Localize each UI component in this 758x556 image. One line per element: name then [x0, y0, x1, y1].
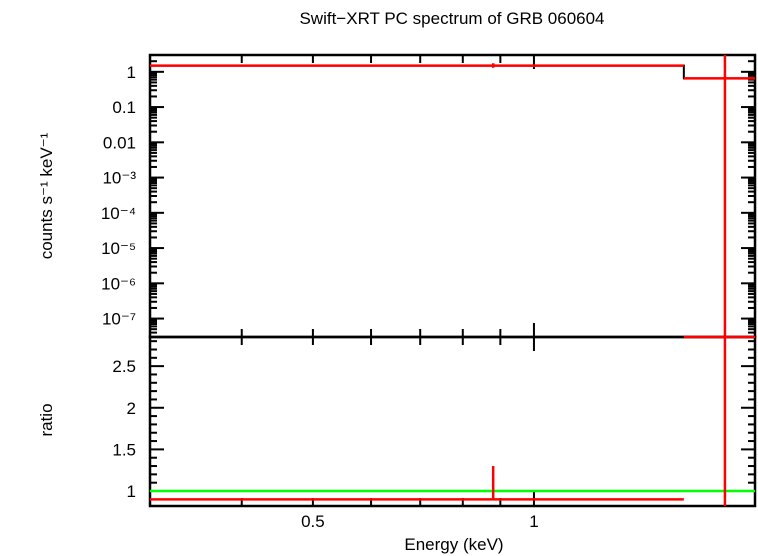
model-step-line	[150, 64, 755, 80]
top-y-tick-label: 10⁻⁴	[101, 204, 136, 223]
top-y-tick-label: 10⁻⁷	[102, 310, 136, 329]
chart-title: Swift−XRT PC spectrum of GRB 060604	[299, 9, 604, 28]
x-tick-label: 0.5	[301, 512, 325, 531]
top-y-tick-label: 0.01	[103, 133, 136, 152]
bottom-y-tick-label: 1	[127, 482, 136, 501]
top-y-tick-label: 1	[127, 63, 136, 82]
top-y-tick-label: 10⁻⁶	[101, 274, 136, 293]
bottom-y-tick-label: 1.5	[112, 440, 136, 459]
top-panel-y-axis-label: counts s⁻¹ keV⁻¹	[37, 132, 56, 259]
top-y-tick-label: 10⁻⁵	[101, 239, 136, 258]
bottom-panel: 0.5 1 2.5 2 1.5 1	[112, 335, 757, 531]
top-y-tick-label: 10⁻³	[102, 169, 136, 188]
top-panel-frame	[148, 53, 757, 339]
bottom-y-tick-label: 2.5	[112, 357, 136, 376]
bottom-y-tick-label: 2	[127, 399, 136, 418]
x-tick-label: 1	[529, 512, 538, 531]
top-panel: 1 0.1 0.01 10⁻³ 10⁻⁴ 10⁻⁵ 10⁻⁶ 10⁻⁷	[101, 53, 757, 339]
top-y-tick-label: 0.1	[112, 98, 136, 117]
bottom-panel-y-axis-label: ratio	[37, 403, 56, 436]
bottom-panel-frame	[148, 335, 757, 508]
x-axis-label: Energy (keV)	[404, 535, 503, 554]
